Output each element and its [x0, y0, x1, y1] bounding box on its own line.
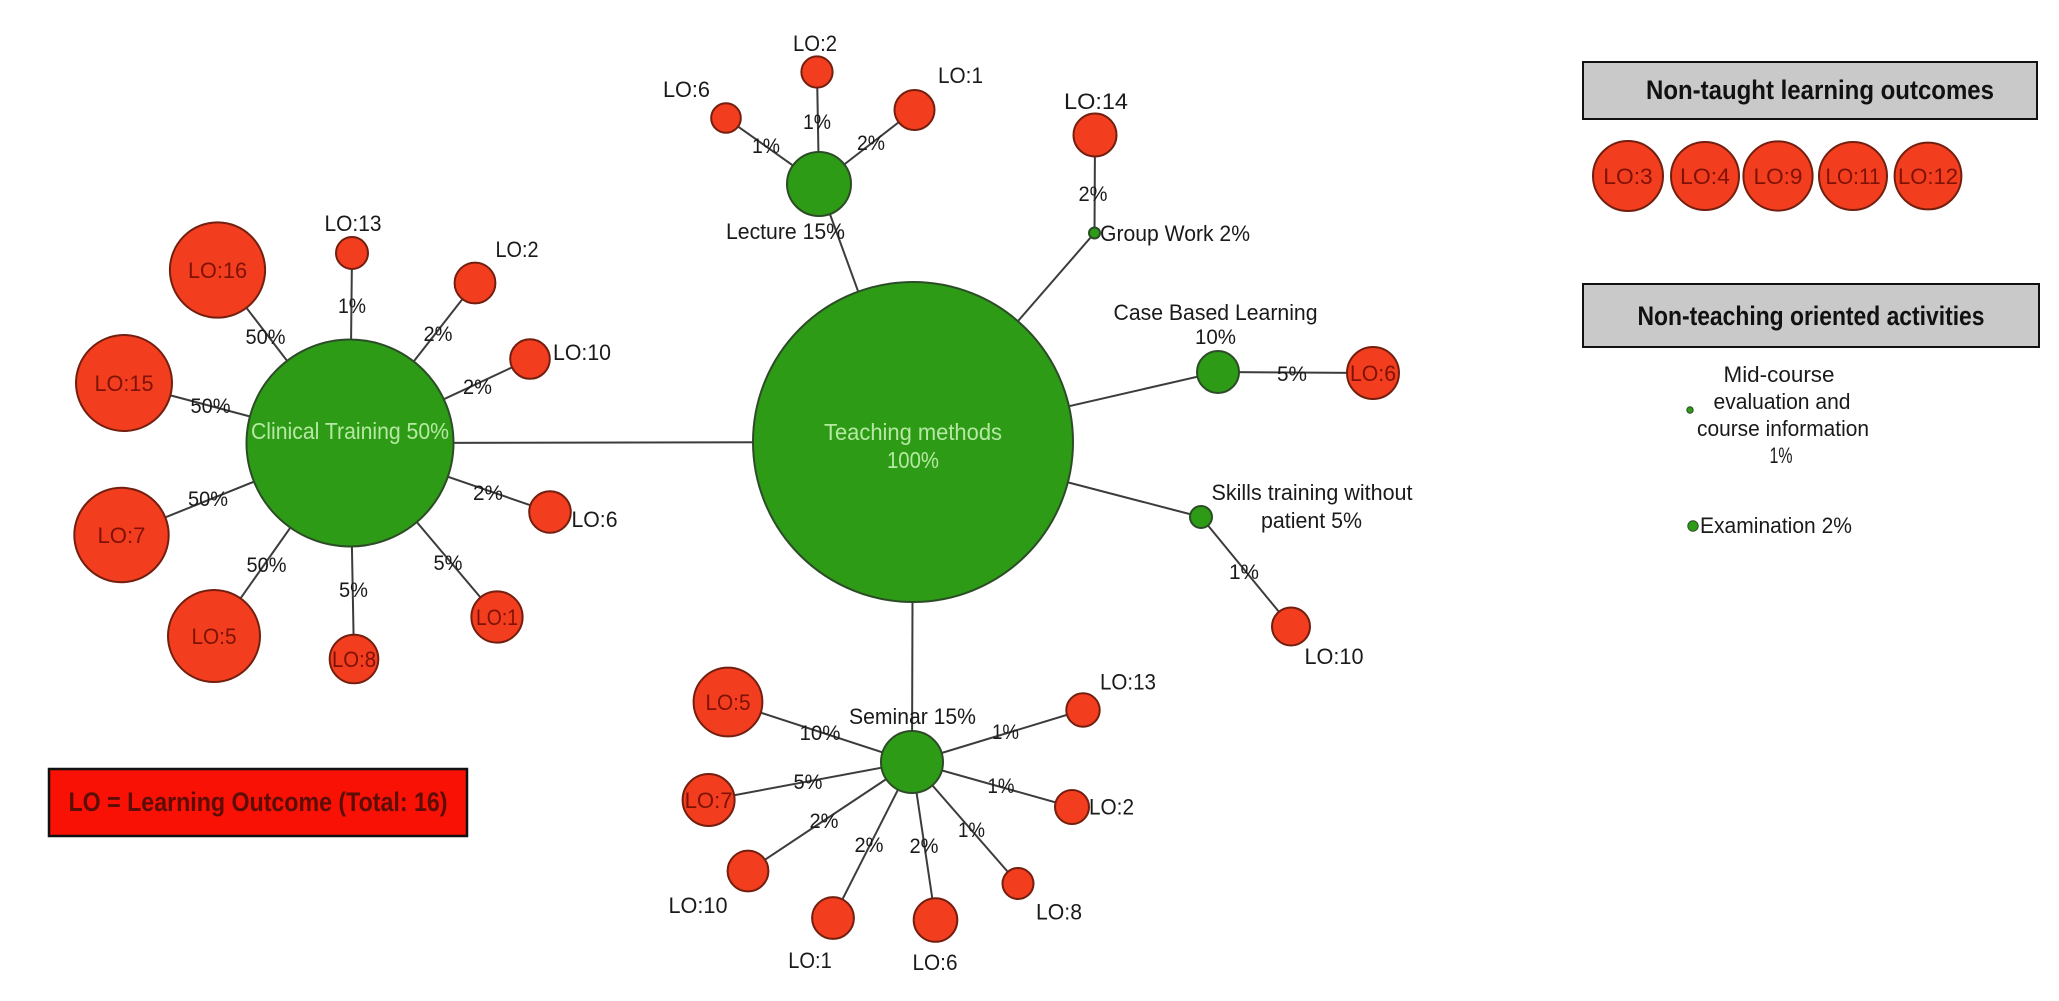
svg-text:1%: 1% — [752, 135, 780, 158]
svg-text:50%: 50% — [191, 395, 231, 418]
svg-text:patient 5%: patient 5% — [1261, 508, 1362, 533]
svg-text:100%: 100% — [887, 447, 939, 473]
svg-text:1%: 1% — [1770, 443, 1793, 468]
svg-text:2%: 2% — [910, 835, 939, 858]
svg-text:1%: 1% — [1229, 561, 1259, 584]
svg-text:LO:6: LO:6 — [663, 77, 710, 102]
svg-text:LO:2: LO:2 — [496, 237, 539, 262]
svg-text:Non-teaching oriented activiti: Non-teaching oriented activities — [1638, 301, 1985, 331]
svg-text:2%: 2% — [857, 132, 885, 155]
svg-text:Skills training without: Skills training without — [1212, 480, 1413, 505]
svg-text:50%: 50% — [247, 554, 287, 577]
svg-text:Teaching methods: Teaching methods — [824, 419, 1002, 445]
svg-text:Clinical Training 50%: Clinical Training 50% — [251, 418, 449, 444]
svg-text:10%: 10% — [800, 722, 841, 745]
svg-text:Case Based Learning: Case Based Learning — [1114, 300, 1318, 325]
svg-text:LO:5: LO:5 — [706, 690, 751, 715]
svg-text:50%: 50% — [188, 488, 228, 511]
svg-text:Group Work 2%: Group Work 2% — [1100, 221, 1250, 246]
svg-text:LO:3: LO:3 — [1603, 164, 1653, 189]
svg-text:LO:14: LO:14 — [1064, 89, 1128, 114]
svg-text:LO:10: LO:10 — [553, 340, 611, 365]
svg-text:LO:10: LO:10 — [669, 893, 728, 918]
svg-text:LO:1: LO:1 — [938, 63, 983, 88]
svg-text:LO:2: LO:2 — [1089, 795, 1134, 820]
svg-text:Non-taught learning outcomes: Non-taught learning outcomes — [1646, 75, 1994, 105]
svg-text:Seminar 15%: Seminar 15% — [849, 704, 976, 729]
svg-text:2%: 2% — [424, 323, 453, 346]
svg-text:LO:13: LO:13 — [1100, 670, 1156, 695]
svg-text:5%: 5% — [339, 579, 368, 602]
svg-text:LO:8: LO:8 — [1036, 900, 1082, 925]
svg-text:LO:9: LO:9 — [1754, 164, 1803, 189]
svg-text:LO:10: LO:10 — [1305, 644, 1364, 669]
svg-text:LO:11: LO:11 — [1826, 164, 1881, 189]
svg-text:2%: 2% — [855, 834, 884, 857]
svg-text:LO:16: LO:16 — [188, 258, 247, 283]
svg-text:5%: 5% — [434, 552, 463, 575]
svg-text:LO:2: LO:2 — [793, 31, 837, 56]
svg-text:course information: course information — [1697, 416, 1869, 441]
svg-text:1%: 1% — [803, 111, 831, 134]
svg-text:LO:8: LO:8 — [332, 647, 376, 672]
svg-text:LO:7: LO:7 — [685, 788, 733, 813]
svg-text:LO:1: LO:1 — [476, 605, 518, 630]
svg-text:LO:4: LO:4 — [1680, 164, 1730, 189]
svg-text:1%: 1% — [338, 295, 366, 318]
svg-text:2%: 2% — [810, 810, 839, 833]
svg-text:LO:7: LO:7 — [98, 523, 146, 548]
svg-text:2%: 2% — [473, 482, 503, 505]
svg-text:50%: 50% — [246, 326, 286, 349]
svg-text:10%: 10% — [1195, 326, 1236, 349]
svg-text:1%: 1% — [958, 819, 985, 842]
svg-text:Lecture 15%: Lecture 15% — [726, 219, 845, 244]
svg-text:LO:5: LO:5 — [192, 624, 237, 649]
svg-text:1%: 1% — [992, 721, 1019, 744]
svg-text:LO:6: LO:6 — [572, 507, 618, 532]
svg-text:LO:1: LO:1 — [788, 948, 832, 973]
svg-text:2%: 2% — [463, 376, 492, 399]
svg-text:5%: 5% — [1277, 363, 1307, 386]
svg-text:5%: 5% — [794, 771, 823, 794]
svg-text:1%: 1% — [988, 775, 1015, 798]
svg-text:Examination 2%: Examination 2% — [1700, 513, 1852, 538]
svg-text:2%: 2% — [1079, 183, 1108, 206]
svg-text:LO:13: LO:13 — [325, 211, 382, 236]
svg-text:LO:6: LO:6 — [1350, 361, 1396, 386]
svg-text:LO:6: LO:6 — [913, 950, 958, 975]
svg-text:Mid-course: Mid-course — [1724, 362, 1835, 387]
svg-text:LO = Learning Outcome (Total:: LO = Learning Outcome (Total: 16) — [69, 787, 448, 817]
svg-text:LO:15: LO:15 — [95, 371, 154, 396]
svg-text:evaluation and: evaluation and — [1714, 389, 1851, 414]
svg-text:LO:12: LO:12 — [1898, 164, 1958, 189]
